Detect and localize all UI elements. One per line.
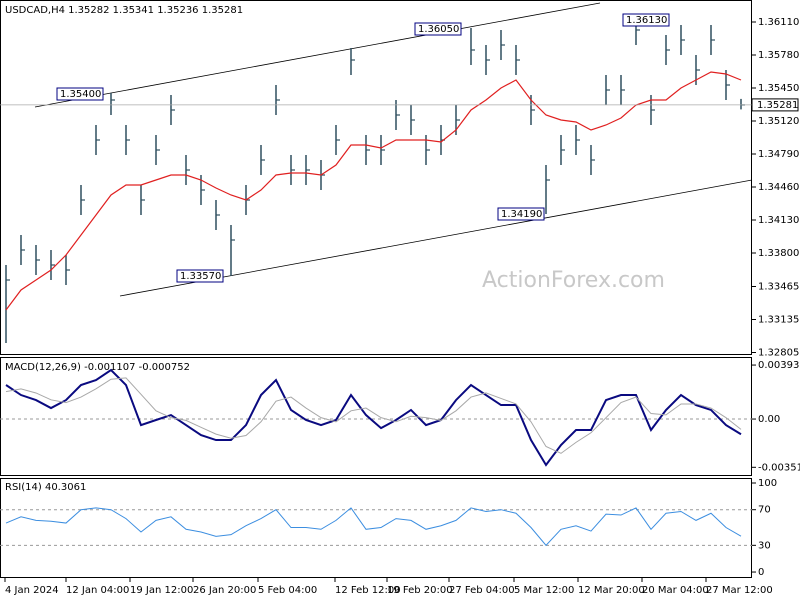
x-tick-label: 12 Mar 20:00 [578,585,645,596]
line [5,368,742,467]
annotation-box [497,207,545,221]
y-tick-label: 0.003933 [758,360,800,371]
current-price-label: 1.35281 [757,100,798,111]
x-tick-label: 5 Mar 12:00 [514,585,574,596]
x-tick-label: 20 Mar 04:00 [642,585,709,596]
annotation: 1.33570 [180,271,221,282]
y-tick-label: 0.00 [758,414,780,425]
y-tick-label: 1.33135 [758,315,799,326]
price-panel [0,0,752,355]
watermark: ActionForex.com [482,268,665,293]
annotation-box [176,269,224,283]
y-tick-label: 1.32805 [758,348,799,359]
macd-panel [0,357,752,476]
x-tick-label: 19 Jan 12:00 [130,585,193,596]
y-tick-label: 1.34130 [758,215,799,226]
annotation: 1.35400 [60,89,101,100]
line [5,507,742,547]
line [5,377,742,454]
x-tick-label: 12 Feb 12:00 [335,585,401,596]
annotation-box [622,13,670,27]
y-tick-label: 1.35120 [758,116,799,127]
annotation: 1.36050 [418,24,459,35]
macd-title: MACD(12,26,9) -0.001107 -0.000752 [5,362,190,373]
x-tick-label: 19 Feb 20:00 [387,585,453,596]
x-tick-label: 26 Jan 20:00 [193,585,256,596]
x-tick-label: 12 Jan 04:00 [66,585,129,596]
y-tick-label: 1.36110 [758,17,799,28]
price-title: USDCAD,H4 1.35282 1.35341 1.35236 1.3528… [5,5,243,16]
y-tick-label: -0.003516 [758,462,800,473]
y-tick-label: 1.33465 [758,282,799,293]
y-tick-label: 1.34790 [758,149,799,160]
x-tick-label: 4 Jan 2024 [5,585,59,596]
y-tick-label: 0 [758,567,764,578]
x-tick-label: 27 Feb 04:00 [449,585,515,596]
channel-upper [34,2,601,108]
annotation: 1.36130 [626,15,667,26]
rsi-title: RSI(14) 40.3061 [5,482,86,493]
y-tick-label: 1.35780 [758,50,799,61]
x-tick-label: 27 Mar 12:00 [706,585,773,596]
channel-lower [119,179,753,297]
y-tick-label: 30 [758,540,771,551]
y-tick-label: 1.34460 [758,182,799,193]
y-tick-label: 1.33800 [758,248,799,259]
annotation-box [56,87,104,101]
annotation: 1.34190 [501,209,542,220]
y-tick-label: 100 [758,478,777,489]
annotation-box [414,22,462,36]
x-tick-label: 5 Feb 04:00 [258,585,317,596]
current-price-box [751,98,799,112]
y-tick-label: 1.35450 [758,83,799,94]
rsi-panel [0,478,752,578]
y-tick-label: 70 [758,505,771,516]
line [5,71,742,311]
